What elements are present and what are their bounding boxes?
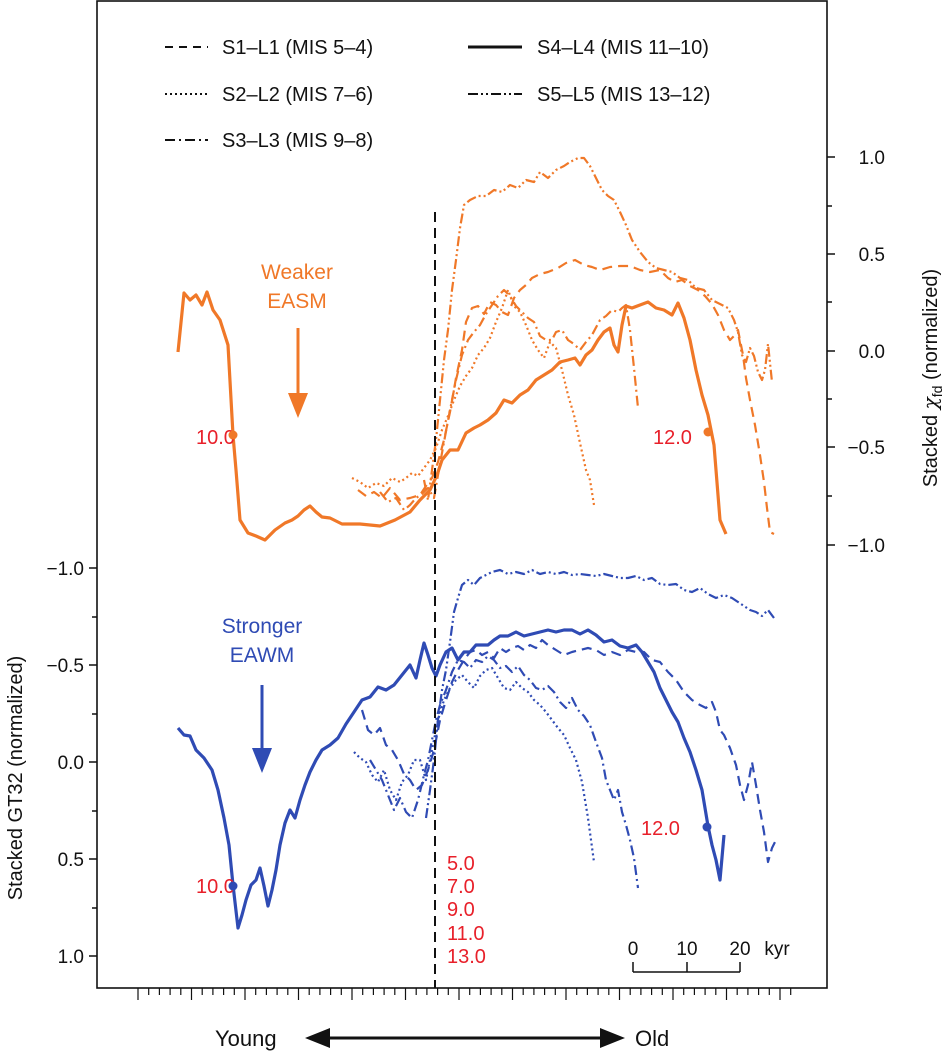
right-axis-tick-labels: 1.0 0.5 0.0 −0.5 −1.0 [847, 148, 885, 557]
upper-series-group [176, 156, 775, 542]
boundary-age-list: 5.0 7.0 9.0 11.0 13.0 [447, 853, 486, 968]
upper-annotation: Weaker EASM [261, 261, 333, 313]
upper-series-dashdot-line [379, 288, 640, 512]
kyr-scale-bar [632, 962, 741, 973]
upper-title-line1: Weaker [261, 261, 333, 284]
left-tick-label: 0.5 [58, 850, 84, 871]
right-tick-label: −0.5 [847, 438, 885, 459]
lower-series-dashed-line [360, 638, 776, 864]
legend: S1–L1 (MIS 5–4) S2–L2 (MIS 7–6) S3–L3 (M… [165, 37, 710, 152]
left-tick-label: 1.0 [58, 947, 84, 968]
upper-series-dashed-line [357, 258, 775, 535]
right-tick-label: 0.0 [859, 342, 885, 363]
lower-title-line2: EAWM [230, 644, 295, 667]
upper-arrow [288, 328, 308, 418]
right-axis-label: Stacked χfd (normalized) [918, 269, 945, 487]
lower-age-left-label: 10.0 [196, 876, 235, 898]
lower-title-line1: Stronger [222, 615, 303, 638]
upper-title-line2: EASM [267, 290, 327, 313]
right-axis-ticks [827, 156, 835, 546]
young-label: Young [215, 1026, 277, 1051]
legend-label-s3: S3–L3 (MIS 9–8) [222, 130, 373, 152]
left-tick-label: 0.0 [58, 753, 84, 774]
upper-age-left-dot [228, 430, 238, 440]
lower-series-solid-line [176, 628, 726, 930]
plot-frame [96, 0, 828, 989]
scale-tick-label: 0 [628, 939, 639, 960]
left-axis-tick-labels: −1.0 −0.5 0.0 0.5 1.0 [46, 559, 84, 968]
young-old-arrow [305, 1028, 625, 1048]
lower-annotation: Stronger EAWM [222, 615, 303, 667]
upper-series-dashdotdot-line [422, 156, 774, 502]
boundary-age: 11.0 [447, 923, 484, 945]
bottom-axis-ticks [137, 988, 792, 1000]
lower-series-group [176, 568, 776, 930]
lower-arrow [252, 685, 272, 773]
legend-label-s2: S2–L2 (MIS 7–6) [222, 84, 373, 106]
lower-age-right-label: 12.0 [641, 818, 680, 840]
lower-series-dashdot-line [369, 654, 640, 889]
right-tick-label: −1.0 [847, 536, 885, 557]
left-tick-label: −0.5 [46, 656, 84, 677]
legend-label-s5: S5–L5 (MIS 13–12) [537, 84, 710, 106]
right-tick-label: 1.0 [859, 148, 885, 169]
left-tick-label: −1.0 [46, 559, 84, 580]
age-markers: 10.0 12.0 10.0 12.0 [196, 427, 713, 898]
upper-age-right-dot [703, 427, 713, 437]
scale-tick-label: 10 [676, 939, 697, 960]
upper-age-left-label: 10.0 [196, 427, 235, 449]
boundary-age: 7.0 [447, 876, 475, 898]
boundary-age: 9.0 [447, 899, 475, 921]
upper-series-solid-line [176, 290, 728, 542]
upper-series-dotted-line [351, 288, 596, 506]
upper-age-right-label: 12.0 [653, 427, 692, 449]
legend-label-s4: S4–L4 (MIS 11–10) [537, 37, 709, 59]
left-axis-label: Stacked GT32 (normalized) [5, 656, 27, 901]
kyr-scale-labels: 0 10 20 kyr [628, 939, 791, 960]
lower-series-dashdotdot-line [424, 568, 775, 819]
scale-tick-label: 20 [729, 939, 750, 960]
old-label: Old [635, 1026, 669, 1051]
left-axis-ticks [89, 567, 97, 957]
lower-age-left-dot [228, 881, 238, 891]
legend-label-s1: S1–L1 (MIS 5–4) [222, 37, 373, 59]
boundary-age: 13.0 [447, 946, 486, 968]
right-tick-label: 0.5 [859, 245, 885, 266]
boundary-age: 5.0 [447, 853, 475, 875]
lower-age-right-dot [702, 822, 712, 832]
scale-unit-label: kyr [764, 939, 790, 960]
